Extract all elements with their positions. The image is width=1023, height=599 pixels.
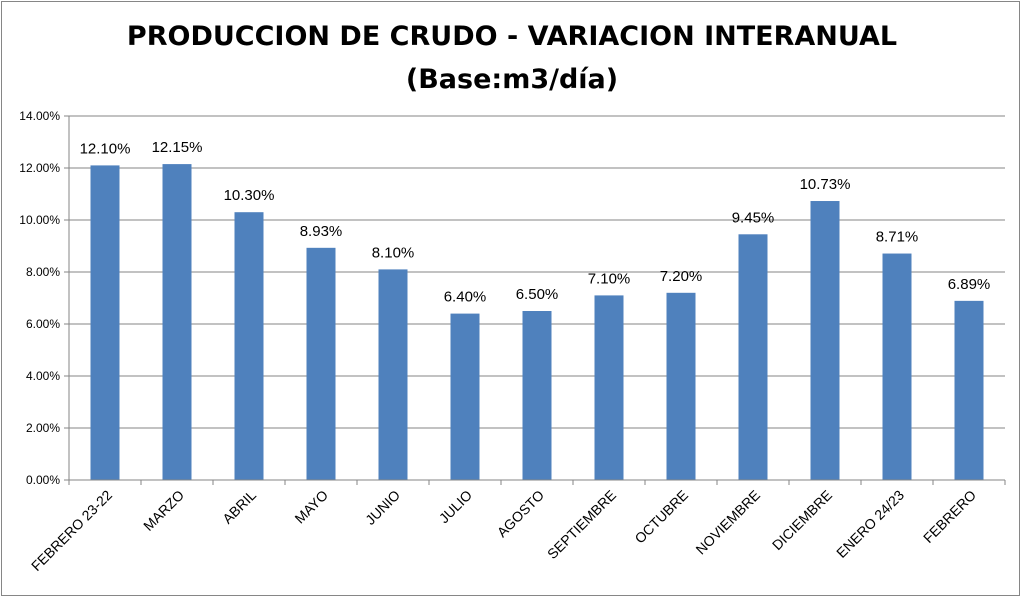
bar [450,313,480,480]
x-category-label: JULIO [436,487,475,526]
bar [378,269,408,480]
x-category-label: MAYO [291,487,331,527]
y-tick-label: 10.00% [19,213,60,227]
x-category-label: ABRIL [219,487,259,527]
x-category-label: ENERO 24/23 [833,487,907,561]
y-tick-label: 14.00% [19,109,60,123]
bar [234,212,264,480]
bar [90,165,120,480]
x-category-label: AGOSTO [494,487,548,541]
chart-title-line-1: PRODUCCION DE CRUDO - VARIACION INTERANU… [127,21,897,52]
data-label: 9.45% [732,209,775,226]
x-category-label: DICIEMBRE [769,487,835,553]
data-label: 8.71% [876,229,919,246]
x-category-label: SEPTIEMBRE [544,487,619,562]
bar [954,300,984,480]
data-label: 10.73% [800,176,851,193]
data-label: 6.50% [516,286,559,303]
data-label: 12.15% [152,139,203,156]
y-tick-label: 12.00% [19,161,60,175]
chart-title-line-2: (Base:m3/día) [406,64,618,95]
bar [666,292,696,480]
y-tick-label: 4.00% [26,369,60,383]
data-label: 10.30% [224,187,275,204]
data-label: 8.93% [300,223,343,240]
bar [810,201,840,480]
y-tick-label: 2.00% [26,421,60,435]
y-tick-label: 0.00% [26,473,60,487]
bar [522,311,552,480]
x-category-label: JUNIO [362,487,403,528]
bar [162,164,192,480]
x-category-label: NOVIEMBRE [692,487,763,558]
data-label: 6.40% [444,289,487,306]
bar [738,234,768,480]
y-tick-label: 6.00% [26,317,60,331]
data-label: 7.20% [660,268,703,285]
x-category-label: OCTUBRE [631,487,691,547]
data-label: 12.10% [80,140,131,157]
x-category-label: FEBRERO [920,487,979,546]
data-label: 6.89% [948,276,991,293]
x-category-label: FEBRERO 23-22 [28,487,115,574]
bar [306,247,336,480]
data-label: 7.10% [588,270,631,287]
bar [882,253,912,480]
y-tick-label: 8.00% [26,265,60,279]
bar [594,295,624,480]
data-label: 8.10% [372,244,415,261]
x-category-label: MARZO [140,487,187,534]
